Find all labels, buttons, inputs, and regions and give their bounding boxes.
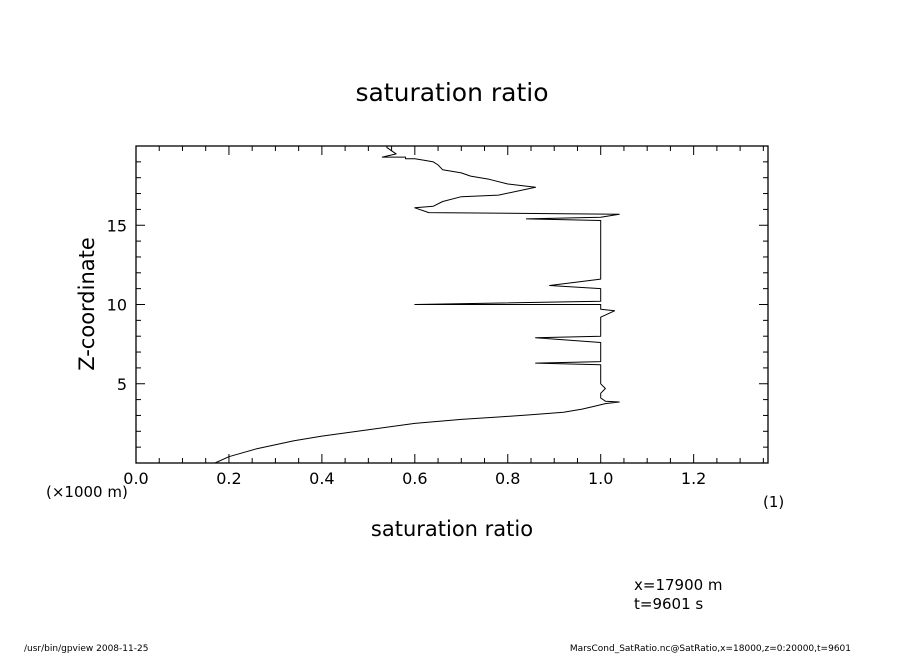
info-x-position: x=17900 m	[634, 576, 723, 594]
x-axis-unit: (1)	[763, 493, 784, 511]
x-tick-label: 1.0	[588, 469, 613, 488]
y-axis-unit: (×1000 m)	[46, 483, 128, 501]
y-tick-label: 15	[107, 216, 127, 235]
footer-right: MarsCond_SatRatio.nc@SatRatio,x=18000,z=…	[570, 644, 851, 654]
info-time: t=9601 s	[634, 595, 703, 613]
x-tick-label: 0.2	[216, 469, 241, 488]
x-tick-label: 1.2	[681, 469, 706, 488]
axis-ticks	[135, 146, 768, 463]
x-tick-label: 0.6	[402, 469, 427, 488]
x-axis-label: saturation ratio	[371, 517, 533, 541]
x-tick-label: 0.4	[309, 469, 334, 488]
tick-labels: 0.0 0.2 0.4 0.6 0.8 1.0 1.2 5 10 15	[107, 216, 707, 488]
x-tick-label: 0.0	[123, 469, 148, 488]
y-axis-label: Z-coordinate	[75, 237, 99, 371]
y-tick-label: 5	[117, 375, 127, 394]
series-layer	[214, 146, 620, 464]
chart-title: saturation ratio	[355, 78, 548, 107]
series-line	[214, 146, 620, 464]
y-tick-label: 10	[107, 296, 127, 315]
x-tick-label: 0.8	[495, 469, 520, 488]
footer-left: /usr/bin/gpview 2008-11-25	[24, 644, 148, 654]
